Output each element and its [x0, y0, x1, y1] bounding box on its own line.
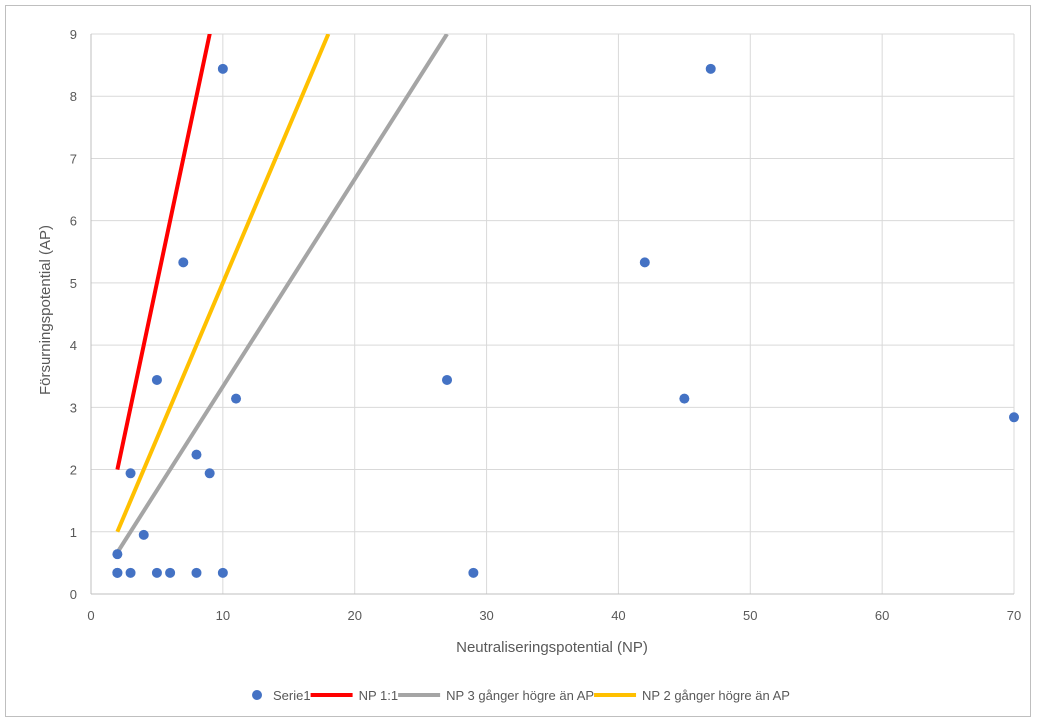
data-point-20 [705, 63, 716, 74]
y-tick-label-4: 4 [70, 338, 77, 353]
y-tick-labels: 0 1 2 3 4 5 6 7 8 9 [70, 27, 77, 602]
y-tick-label-5: 5 [70, 276, 77, 291]
legend-item-0: Serie1 [252, 688, 311, 703]
legend-label-2: NP 3 gånger högre än AP [446, 688, 594, 703]
data-point-13 [217, 567, 228, 578]
legend-item-3: NP 2 gånger högre än AP [594, 688, 790, 703]
data-point-5 [138, 529, 149, 540]
data-point-6 [151, 567, 162, 578]
x-tick-label-6: 60 [875, 608, 889, 623]
series-line-1 [115, 34, 212, 470]
legend-item-2: NP 3 gånger högre än AP [398, 688, 594, 703]
reference-lines [115, 34, 449, 554]
y-tick-label-1: 1 [70, 525, 77, 540]
x-tick-label-1: 10 [216, 608, 230, 623]
data-point-12 [204, 468, 215, 479]
axes [90, 34, 1014, 595]
legend-marker-0 [252, 690, 263, 700]
x-tick-label-3: 30 [479, 608, 493, 623]
legend-item-1: NP 1:1 [310, 688, 399, 703]
y-axis-title: Försurningspotential (AP) [37, 225, 54, 395]
y-tick-label-6: 6 [70, 214, 77, 229]
legend: Serie1 NP 1:1 NP 3 gånger högre än AP NP 2 … [252, 688, 790, 703]
data-point-9 [178, 257, 189, 268]
data-point-17 [468, 567, 479, 578]
y-tick-label-8: 8 [70, 89, 77, 104]
data-point-18 [639, 257, 650, 268]
y-tick-label-9: 9 [70, 27, 77, 42]
data-point-21 [1009, 412, 1019, 423]
legend-label-1: NP 1:1 [359, 688, 399, 703]
data-point-1 [112, 567, 123, 578]
data-point-7 [151, 374, 162, 385]
series-line-2 [115, 34, 449, 554]
grid-lines [91, 33, 1015, 594]
data-point-15 [231, 393, 242, 404]
data-point-3 [125, 567, 136, 578]
chart-frame [5, 5, 1031, 717]
x-tick-label-0: 0 [87, 608, 94, 623]
data-point-4 [125, 468, 136, 479]
x-tick-label-5: 50 [743, 608, 757, 623]
legend-label-3: NP 2 gånger högre än AP [642, 688, 790, 703]
y-tick-label-3: 3 [70, 400, 77, 415]
data-point-11 [191, 449, 202, 460]
series-line-3 [115, 34, 331, 533]
y-tick-label-2: 2 [70, 463, 77, 478]
x-tick-label-4: 40 [611, 608, 625, 623]
x-tick-label-2: 20 [347, 608, 361, 623]
data-point-16 [442, 374, 453, 385]
data-point-14 [217, 63, 228, 74]
x-axis-title: Neutraliseringspotential (NP) [456, 639, 648, 656]
data-point-10 [191, 567, 202, 578]
data-point-2 [112, 549, 123, 560]
y-tick-label-7: 7 [70, 151, 77, 166]
data-point-19 [679, 393, 690, 404]
legend-label-0: Serie1 [273, 688, 311, 703]
data-points [112, 63, 1019, 578]
x-tick-label-7: 70 [1007, 608, 1021, 623]
y-tick-label-0: 0 [70, 587, 77, 602]
x-tick-labels: 0 10 20 30 40 50 60 70 [87, 608, 1021, 623]
data-point-8 [165, 567, 176, 578]
